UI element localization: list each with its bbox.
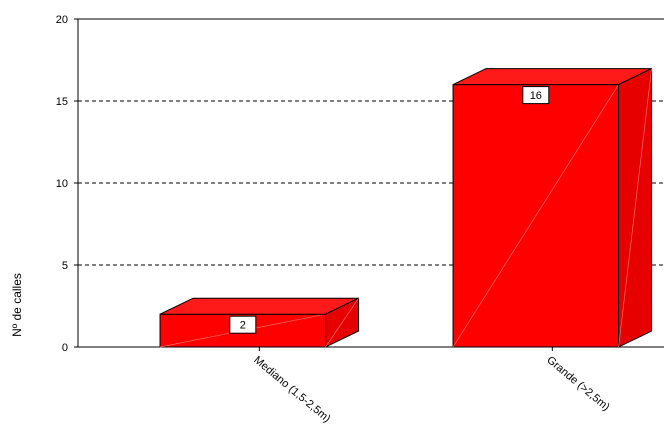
data-label-text: 2: [240, 320, 246, 332]
category-label: Grande (>2,5m): [544, 354, 611, 413]
y-tick-label: 15: [56, 96, 68, 108]
bars: [159, 67, 653, 348]
bar-side-highlight: [618, 68, 652, 348]
bar-top: [159, 297, 359, 315]
data-labels: 2 16: [229, 86, 550, 334]
data-label-text: 16: [530, 90, 542, 102]
bar-top: [452, 68, 652, 86]
y-tick-label: 20: [56, 14, 68, 26]
bar-0: [159, 297, 360, 348]
gridlines: [78, 18, 664, 266]
y-tick-label: 10: [56, 178, 68, 190]
bar-1: [452, 67, 653, 348]
data-label-box: [229, 315, 257, 334]
data-label-box: [522, 86, 550, 105]
bar-highlight: [452, 84, 619, 348]
category-label: Mediano (1,5-2,5m): [251, 354, 332, 425]
y-tick-label: 0: [62, 342, 68, 354]
data-label: 16: [522, 86, 550, 105]
y-tick-label: 5: [62, 260, 68, 272]
category-labels: Mediano (1,5-2,5m) Grande (>2,5m): [251, 354, 611, 425]
bar-side-highlight: [325, 298, 359, 348]
data-label: 2: [229, 315, 257, 334]
y-axis-title: Nº de calles: [10, 273, 24, 337]
y-tick-labels: 0 5 10 15 20: [56, 14, 68, 354]
